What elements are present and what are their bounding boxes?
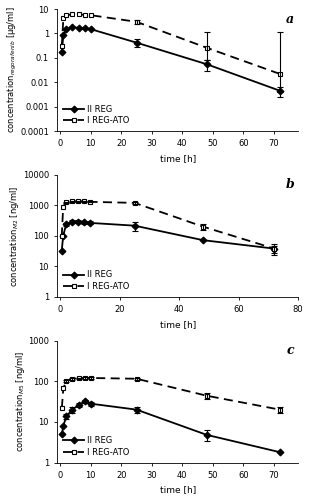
Legend: II REG, I REG-ATO: II REG, I REG-ATO — [61, 269, 131, 292]
Text: a: a — [286, 12, 294, 26]
I REG-ATO — [278, 406, 282, 412]
Legend: II REG, I REG-ATO: II REG, I REG-ATO — [61, 103, 131, 127]
II REG — [64, 221, 68, 227]
Line: I REG-ATO: I REG-ATO — [59, 12, 282, 76]
I REG-ATO — [76, 198, 80, 204]
II REG — [89, 400, 93, 406]
II REG — [70, 218, 74, 224]
X-axis label: time [h]: time [h] — [159, 154, 196, 163]
I REG-ATO — [89, 375, 93, 381]
II REG — [71, 406, 74, 412]
Y-axis label: concentration$_{regorafenib}$ [µg/ml]: concentration$_{regorafenib}$ [µg/ml] — [6, 7, 19, 134]
I REG-ATO — [61, 15, 65, 21]
Line: I REG-ATO: I REG-ATO — [59, 199, 277, 251]
I REG-ATO — [70, 198, 74, 204]
II REG — [71, 24, 74, 30]
II REG — [65, 413, 68, 419]
I REG-ATO — [278, 71, 282, 77]
Line: I REG-ATO: I REG-ATO — [59, 376, 282, 412]
II REG — [61, 32, 65, 38]
I REG-ATO — [201, 224, 205, 230]
I REG-ATO — [61, 204, 65, 210]
II REG — [135, 40, 138, 46]
II REG — [89, 26, 93, 32]
II REG — [205, 61, 209, 67]
Text: b: b — [286, 178, 295, 192]
II REG — [205, 432, 209, 438]
II REG — [60, 431, 64, 437]
I REG-ATO — [65, 378, 68, 384]
I REG-ATO — [61, 385, 65, 391]
II REG — [83, 398, 87, 404]
I REG-ATO — [83, 12, 87, 18]
II REG — [201, 237, 205, 243]
I REG-ATO — [60, 405, 64, 411]
X-axis label: time [h]: time [h] — [159, 486, 196, 494]
I REG-ATO — [135, 19, 138, 25]
I REG-ATO — [88, 199, 92, 205]
II REG — [77, 402, 80, 408]
I REG-ATO — [135, 376, 138, 382]
II REG — [83, 26, 87, 32]
I REG-ATO — [133, 200, 137, 206]
I REG-ATO — [89, 12, 93, 18]
II REG — [278, 449, 282, 455]
I REG-ATO — [60, 42, 64, 48]
II REG — [60, 48, 64, 54]
II REG — [273, 246, 276, 252]
II REG — [82, 220, 86, 226]
I REG-ATO — [77, 12, 80, 18]
I REG-ATO — [205, 44, 209, 51]
I REG-ATO — [77, 376, 80, 382]
II REG — [61, 233, 65, 239]
I REG-ATO — [60, 234, 64, 239]
Line: II REG: II REG — [59, 25, 282, 93]
II REG — [65, 26, 68, 32]
I REG-ATO — [71, 376, 74, 382]
Y-axis label: concentration$_{M5}$ [ng/ml]: concentration$_{M5}$ [ng/ml] — [14, 351, 27, 452]
II REG — [77, 25, 80, 31]
II REG — [88, 220, 92, 226]
Y-axis label: concentration$_{M2}$ [ng/ml]: concentration$_{M2}$ [ng/ml] — [8, 185, 21, 286]
I REG-ATO — [65, 12, 68, 18]
Text: c: c — [286, 344, 294, 357]
II REG — [133, 222, 137, 228]
II REG — [76, 218, 80, 224]
Line: II REG: II REG — [59, 399, 282, 454]
II REG — [278, 88, 282, 94]
II REG — [61, 423, 65, 429]
I REG-ATO — [71, 11, 74, 17]
I REG-ATO — [205, 392, 209, 398]
I REG-ATO — [64, 199, 68, 205]
I REG-ATO — [83, 375, 87, 381]
II REG — [60, 248, 64, 254]
X-axis label: time [h]: time [h] — [159, 320, 196, 328]
II REG — [135, 406, 138, 412]
Line: II REG: II REG — [59, 220, 277, 254]
Legend: II REG, I REG-ATO: II REG, I REG-ATO — [61, 434, 131, 458]
I REG-ATO — [273, 246, 276, 252]
I REG-ATO — [82, 198, 86, 204]
